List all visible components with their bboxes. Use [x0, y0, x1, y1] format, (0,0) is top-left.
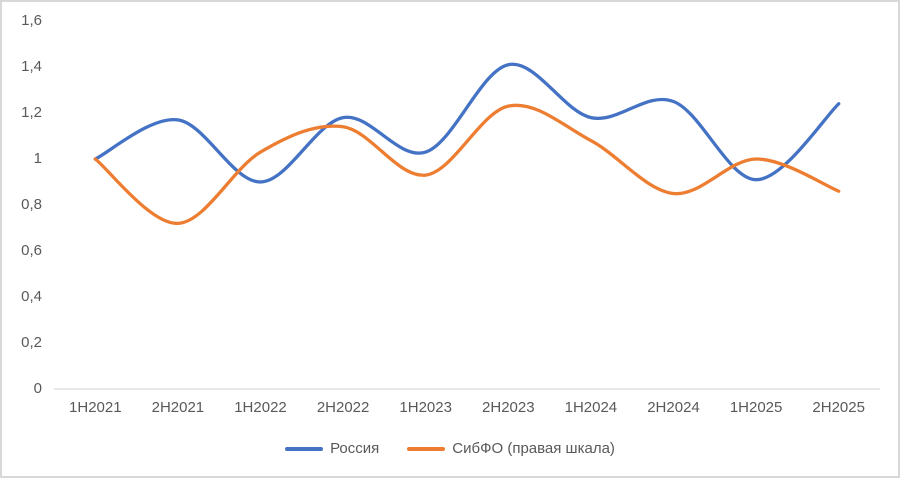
- x-tick-label: 2H2025: [812, 399, 865, 416]
- y-tick-label: 0,4: [21, 288, 42, 305]
- y-tick-label: 0,8: [21, 196, 42, 213]
- x-tick-label: 1H2021: [69, 399, 122, 416]
- x-tick-label: 2H2022: [316, 399, 370, 416]
- x-tick-label: 1H2024: [564, 399, 618, 416]
- x-tick-label: 1H2022: [234, 399, 287, 416]
- legend-line-marker: [285, 446, 324, 451]
- x-tick-label: 2H2023: [482, 399, 535, 416]
- y-tick-label: 0: [33, 380, 42, 397]
- y-tick-label: 0,2: [21, 334, 42, 351]
- series-line-1: [93, 103, 841, 226]
- legend: Россия СибФО (правая шкала): [2, 440, 898, 457]
- x-tick-label: 2H2021: [151, 399, 205, 416]
- legend-item-0: Россия: [285, 440, 379, 457]
- legend-label: СибФО (правая шкала): [452, 440, 615, 457]
- x-tick-label: 1H2025: [729, 399, 783, 416]
- y-tick-label: 1,6: [21, 12, 42, 29]
- y-tick-label: 1,2: [21, 104, 42, 121]
- legend-line-marker: [407, 446, 446, 451]
- y-tick-label: 0,6: [21, 242, 42, 259]
- x-tick-label: 2H2024: [647, 399, 700, 416]
- y-tick-label: 1,4: [21, 58, 42, 75]
- legend-item-1: СибФО (правая шкала): [407, 440, 615, 457]
- x-tick-label: 1H2023: [399, 399, 452, 416]
- legend-label: Россия: [330, 440, 380, 457]
- y-tick-label: 1: [33, 150, 42, 167]
- series-line-0: [93, 62, 841, 184]
